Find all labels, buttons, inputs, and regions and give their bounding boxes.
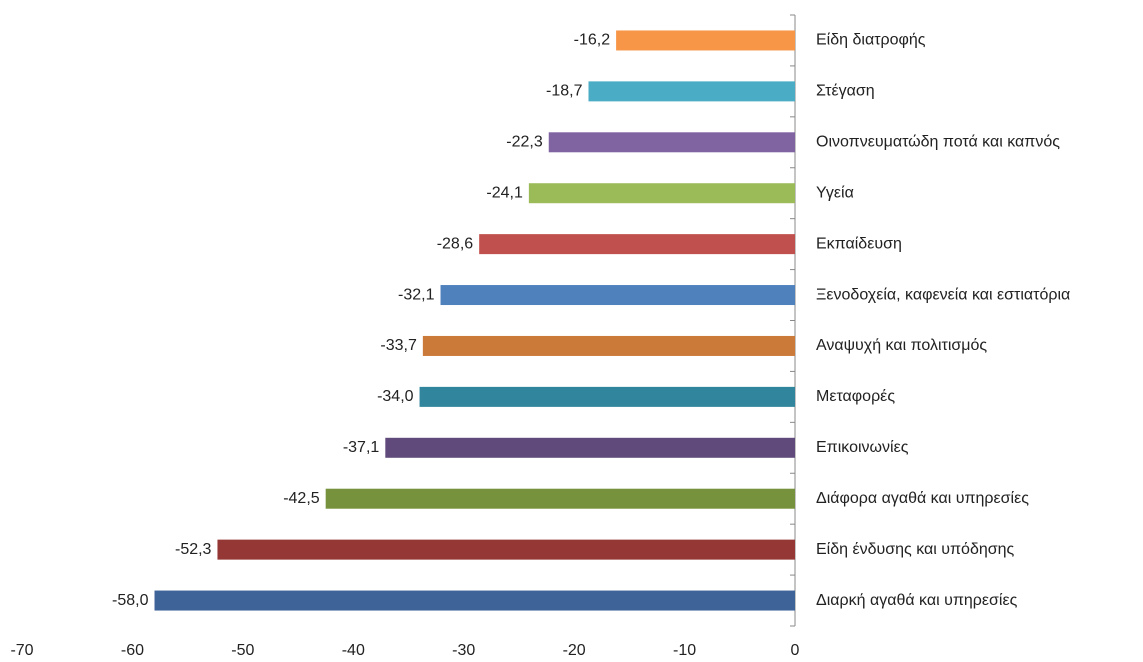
value-label: -37,1	[343, 439, 380, 456]
category-label: Επικοινωνίες	[816, 439, 909, 456]
x-tick-label: 0	[791, 642, 800, 659]
category-label: Μεταφορές	[816, 388, 895, 405]
category-label: Υγεία	[816, 184, 854, 201]
value-label: -52,3	[175, 541, 212, 558]
bar	[385, 437, 795, 458]
category-label: Οινοπνευματώδη ποτά και καπνός	[816, 134, 1060, 151]
category-label: Διάφορα αγαθά και υπηρεσίες	[816, 490, 1029, 507]
value-label: -28,6	[437, 235, 474, 252]
category-label: Εκπαίδευση	[816, 235, 902, 252]
bar	[588, 81, 795, 102]
value-label: -22,3	[506, 134, 543, 151]
x-tick-label: -40	[342, 642, 365, 659]
bar	[325, 488, 795, 509]
value-label: -24,1	[486, 184, 523, 201]
bar	[616, 30, 795, 51]
bar	[479, 234, 795, 255]
bar	[548, 132, 795, 153]
category-label: Διαρκή αγαθά και υπηρεσίες	[816, 592, 1018, 609]
x-tick-label: -60	[121, 642, 144, 659]
value-label: -16,2	[574, 32, 611, 49]
bar	[440, 285, 795, 306]
category-label: Είδη διατροφής	[816, 32, 926, 49]
value-label: -32,1	[398, 286, 435, 303]
category-label: Ξενοδοχεία, καφενεία και εστιατόρια	[816, 286, 1070, 303]
category-label: Αναψυχή και πολιτισμός	[816, 337, 987, 354]
bar	[528, 183, 795, 204]
value-label: -42,5	[283, 490, 320, 507]
value-label: -18,7	[546, 83, 583, 100]
category-label: Είδη ένδυσης και υπόδησης	[816, 541, 1015, 558]
bar	[422, 335, 795, 356]
bar	[217, 539, 796, 560]
x-tick-label: -70	[10, 642, 33, 659]
x-tick-label: -50	[231, 642, 254, 659]
bar	[154, 590, 795, 611]
x-tick-label: -10	[673, 642, 696, 659]
x-tick-label: -30	[452, 642, 475, 659]
value-label: -33,7	[380, 337, 417, 354]
bar	[419, 386, 795, 407]
category-label: Στέγαση	[816, 83, 875, 100]
value-label: -34,0	[377, 388, 414, 405]
value-label: -58,0	[112, 592, 149, 609]
x-tick-label: -20	[563, 642, 586, 659]
